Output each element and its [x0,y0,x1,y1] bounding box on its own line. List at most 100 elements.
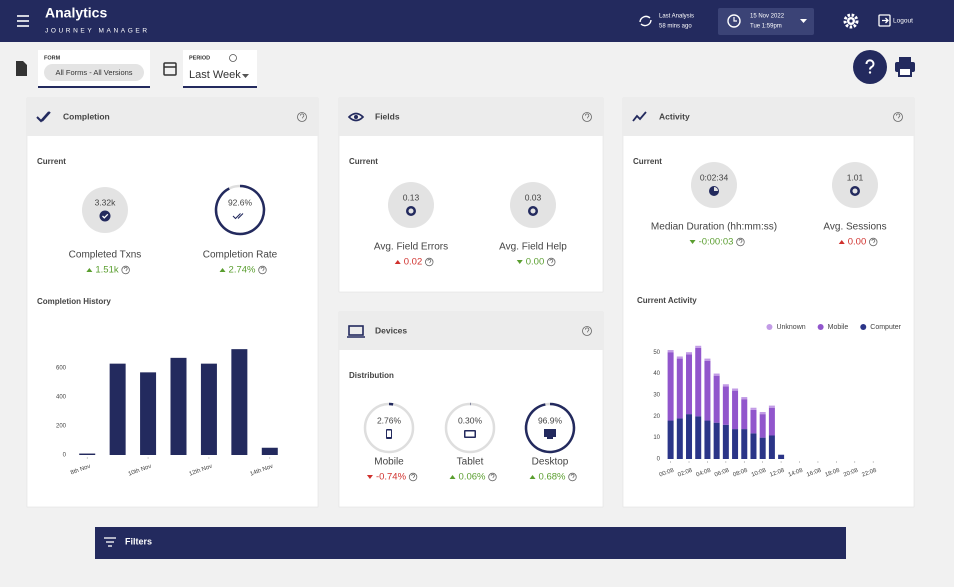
metric-label: Avg. Field Errors [374,242,448,253]
bar [231,349,248,455]
period-help[interactable] [229,54,237,62]
card-title: Fields [375,111,400,121]
metric-value: 3.32k [95,197,117,207]
help-icon[interactable] [893,112,903,122]
logout-icon[interactable] [878,14,891,27]
bar-segment [741,429,748,459]
bar-segment [713,373,720,376]
y-tick-label: 0 [657,457,661,463]
help-icon[interactable] [488,472,497,482]
activity-icon [632,111,647,122]
help-glyph [549,259,554,264]
help-icon[interactable] [582,326,592,336]
help-icon[interactable] [258,265,267,275]
logout-label[interactable]: Logout [893,18,913,25]
help-icon[interactable] [425,257,434,267]
bar-segment [676,418,683,459]
y-tick-label: 400 [56,395,67,401]
trend-arrow [86,268,93,272]
bar-segment [741,397,748,400]
bar-segment [750,433,757,459]
metric-change: 0.00 [526,257,545,268]
metric-change: 0.02 [404,257,423,268]
trend-arrow [366,475,373,479]
form-underline [38,86,150,88]
calendar-icon [163,62,177,76]
help-glyph [123,267,128,272]
completion-icon [36,111,51,123]
metric-value: 2.76% [377,415,402,425]
period-label: PERIOD [189,55,210,61]
help-icon[interactable] [568,472,577,482]
sync-icon[interactable] [639,15,652,27]
fields-icon [347,112,365,122]
help-icon[interactable] [408,472,418,482]
print-button[interactable] [895,57,915,77]
legend-swatch [860,324,867,330]
bar-segment [704,360,711,421]
bar-segment [713,375,720,423]
metric-change: 0.06% [459,472,486,483]
card-header [623,98,914,136]
section-label: Current [349,157,378,166]
bar-segment [778,454,785,459]
bar-segment [704,420,711,459]
form-chip[interactable] [44,64,144,81]
help-icon[interactable] [582,112,592,122]
metric-label: Completion Rate [203,250,278,261]
trend-arrow [219,268,226,272]
help-glyph [865,59,875,70]
help-glyph [300,113,305,119]
trend-arrow [449,475,456,479]
help-icon[interactable] [121,265,130,275]
gauge-arc [214,184,266,236]
help-glyph [738,239,743,244]
card-header [339,312,603,350]
form-icon [16,61,27,76]
app-title: Analytics [45,5,107,21]
metric-value: 0.03 [525,192,542,202]
tablet-icon-screen [465,431,475,437]
legend-label: Computer [870,324,901,331]
bar-segment [667,350,674,353]
metric-value: 0:02:34 [700,172,729,182]
app-subtitle: JOURNEY MANAGER [45,28,150,35]
bar [200,363,217,455]
x-tick-label: 04:08 [695,467,712,478]
help-icon[interactable] [297,112,307,122]
metric-value: 0.13 [403,192,420,202]
metric-change: -0:00:03 [699,237,734,248]
y-tick-label: 600 [56,366,67,372]
trend-arrow [516,260,523,264]
bar-segment [686,414,693,459]
last-analysis-time: 58 mins ago [659,24,692,30]
help-icon[interactable] [547,257,556,267]
bar-segment [759,412,766,415]
bar-segment [704,358,711,361]
card-title: Completion [63,111,110,121]
date-picker[interactable] [718,8,814,35]
bar-segment [667,352,674,421]
bar-segment [750,407,757,410]
bar [140,372,157,455]
x-tick-label: 22:08 [861,467,878,478]
help-glyph [427,259,432,264]
period-select[interactable] [183,50,257,88]
trend-arrow [838,240,845,244]
help-icon[interactable] [736,237,745,247]
gauge-arc [524,402,576,454]
desktop-icon [544,429,556,437]
settings-button[interactable] [843,13,859,29]
bar-segment [750,409,757,434]
date-caret [800,19,807,23]
metric-change: 0.00 [848,237,867,248]
filters-bar[interactable] [95,527,846,559]
bar-segment [732,390,739,430]
menu-button[interactable] [17,15,29,27]
bar [261,447,278,455]
help-icon[interactable] [869,237,878,247]
x-tick-label: 10:08 [751,467,768,478]
x-tick-label: 20:08 [843,467,860,478]
y-tick-label: 30 [653,392,660,398]
